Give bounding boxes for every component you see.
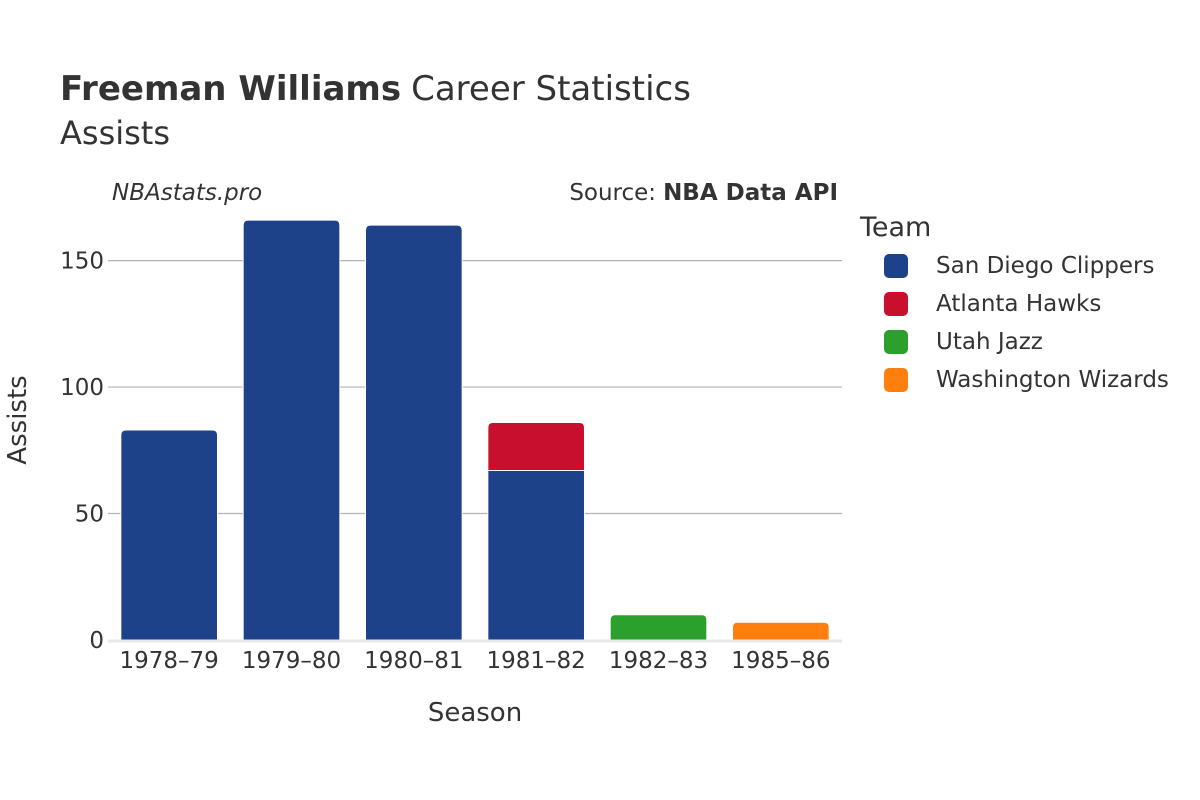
chart-title: Freeman Williams Career Statistics [60,69,691,109]
legend-swatch [884,254,908,278]
x-tick-label: 1978–79 [120,648,219,674]
bar-utah-jazz-1982–83[interactable] [609,614,708,641]
legend-item-san-diego-clippers[interactable]: San Diego Clippers [884,252,1154,280]
legend-swatch [884,292,908,316]
watermark: NBAstats.pro [112,180,262,206]
legend-label: San Diego Clippers [936,253,1155,279]
title-player: Freeman Williams [60,69,401,109]
legend-swatch [884,330,908,354]
x-axis-title: Season [428,698,522,728]
y-tick-label: 50 [75,502,104,528]
bar-san-diego-clippers-1981–82[interactable] [487,470,585,641]
y-tick-label: 0 [89,628,104,654]
bar-san-diego-clippers-1980–81[interactable] [365,224,463,641]
legend-item-washington-wizards[interactable]: Washington Wizards [884,366,1169,394]
bar-san-diego-clippers-1979–80[interactable] [242,219,341,641]
legend-label: Washington Wizards [936,367,1169,393]
legend-item-atlanta-hawks[interactable]: Atlanta Hawks [884,290,1101,318]
bar-washington-wizards-1985–86[interactable] [732,621,830,641]
chart-subtitle: Assists [60,114,170,152]
legend-label: Utah Jazz [936,329,1043,355]
y-axis-title: Assists [3,375,33,464]
bar-layer [120,219,830,641]
x-tick-label: 1981–82 [487,648,586,674]
x-tick-label: 1985–86 [731,648,830,674]
source-credit: Source: NBA Data API [569,180,838,206]
legend-swatch [884,368,908,392]
legend-title: Team [859,212,931,243]
bar-atlanta-hawks-1981–82[interactable] [487,421,585,472]
source-prefix: Source: [569,180,656,206]
x-tick-label: 1979–80 [242,648,341,674]
grid-layer [108,259,842,515]
bar-san-diego-clippers-1978–79[interactable] [120,429,218,641]
legend-item-utah-jazz[interactable]: Utah Jazz [884,328,1043,356]
legend-label: Atlanta Hawks [936,291,1102,317]
title-rest: Career Statistics [411,69,691,109]
x-tick-label: 1982–83 [609,648,708,674]
axis-layer: 0 50 100 150 1978–79 1979–80 1980–81 1981–82 198… [60,249,842,674]
x-tick-label: 1980–81 [364,648,463,674]
y-tick-label: 100 [60,375,104,401]
source-name: NBA Data API [663,180,838,206]
y-tick-label: 150 [60,249,104,275]
